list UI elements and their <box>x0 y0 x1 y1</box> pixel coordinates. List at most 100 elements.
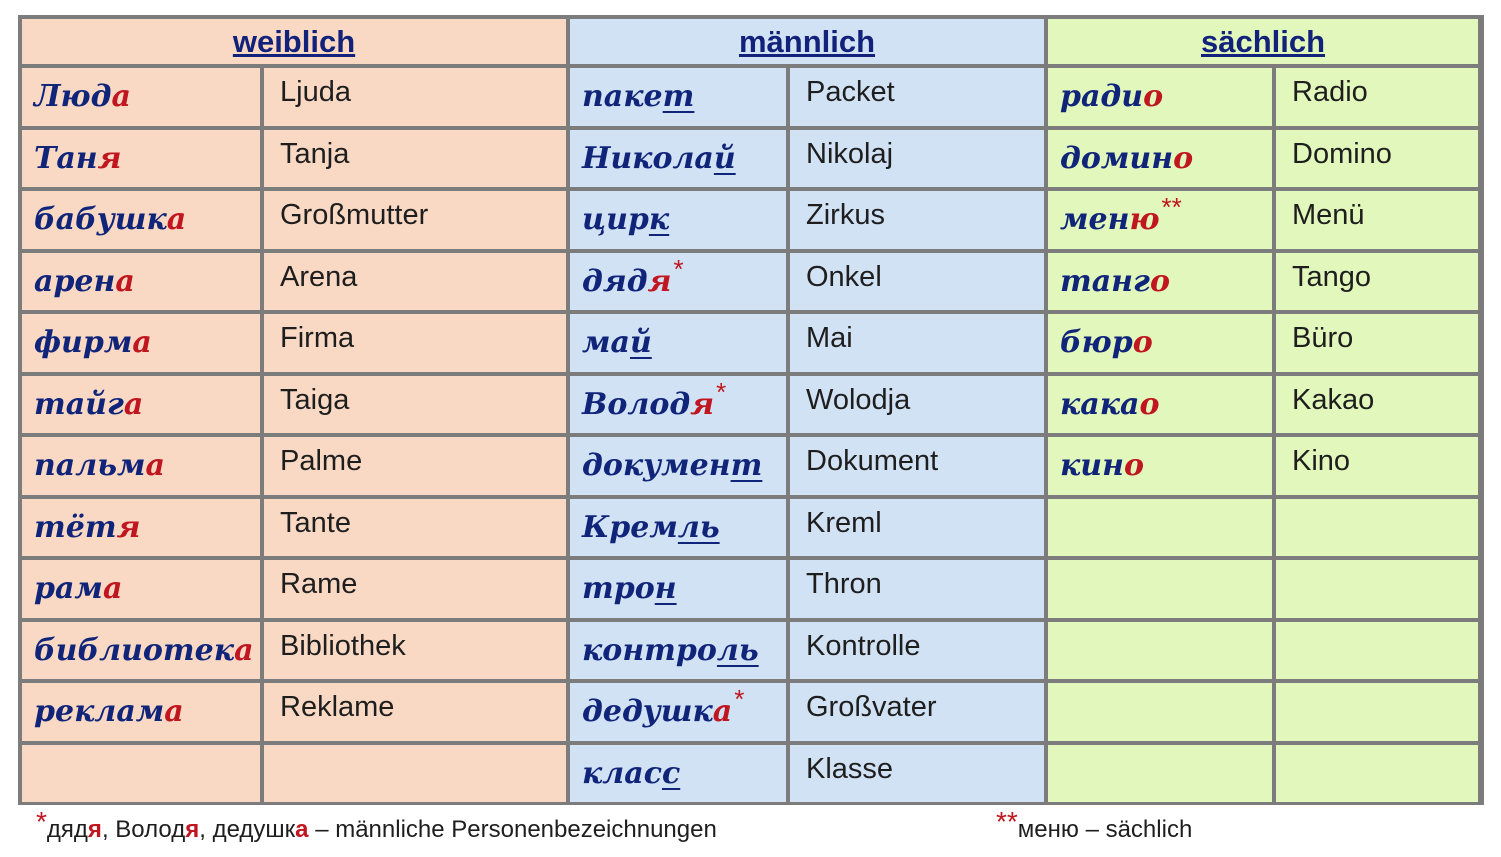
german-word-cell: Zirkus <box>790 191 1044 249</box>
header-neuter: sächlich <box>1048 19 1478 64</box>
russian-word-cell: докумен т <box>570 437 786 495</box>
german-word-cell: Dokument <box>790 437 1044 495</box>
russian-word-cell: арен а <box>22 252 260 310</box>
russian-word-cell: Волод я * <box>570 375 786 433</box>
word-stem: тро <box>582 571 655 607</box>
noun-gender-table: weiblich männlich sächlich Люд а Ljuda Тан я… <box>18 15 1484 805</box>
russian-word-cell: домин о <box>1048 129 1272 187</box>
word-stem: бюр <box>1060 325 1133 361</box>
russian-word-cell: тёт я <box>22 498 260 556</box>
german-word-cell: Wolodja <box>790 375 1044 433</box>
german-word-cell: Tanja <box>264 129 566 187</box>
empty-cell <box>1048 683 1272 741</box>
word-ending: о <box>1149 263 1170 299</box>
footnote-marker: ** <box>1161 192 1182 223</box>
german-word-cell: Packet <box>790 68 1044 126</box>
word-final-consonant: т <box>730 448 763 484</box>
russian-word-cell: тайг а <box>22 375 260 433</box>
russian-word-cell: реклам а <box>22 683 260 741</box>
word-stem: дедушк <box>582 694 713 730</box>
word-final-consonant: й <box>713 140 736 176</box>
russian-word-cell: фирм а <box>22 314 260 372</box>
footnote-marker: * <box>716 376 727 407</box>
word-stem: домин <box>1060 140 1174 176</box>
word-stem: ма <box>582 325 630 361</box>
german-word-cell: Klasse <box>790 744 1044 802</box>
russian-word-cell: тро н <box>570 560 786 618</box>
word-ending: о <box>1123 448 1144 484</box>
empty-cell <box>264 744 566 802</box>
word-ending: я <box>97 140 122 176</box>
footnote-marker: * <box>734 684 745 715</box>
german-word-cell: Nikolaj <box>790 129 1044 187</box>
word-stem: танг <box>1060 263 1150 299</box>
empty-cell <box>1276 560 1478 618</box>
empty-cell <box>1276 744 1478 802</box>
german-word-cell: Tante <box>264 498 566 556</box>
word-final-consonant: ль <box>677 509 720 545</box>
russian-word-cell: Люд а <box>22 68 260 126</box>
empty-cell <box>1048 560 1272 618</box>
word-stem: мен <box>1060 202 1130 238</box>
footnote-masculine-persons: *дядя, Володя, дедушка – männliche Perso… <box>36 806 717 844</box>
german-word-cell: Taiga <box>264 375 566 433</box>
german-word-cell: Kakao <box>1276 375 1478 433</box>
footnote-text: меню – sächlich <box>1017 816 1193 843</box>
word-stem: Люд <box>34 79 112 115</box>
word-stem: пальм <box>34 448 146 484</box>
word-ending: а <box>123 386 144 422</box>
word-stem: рам <box>34 571 103 607</box>
german-word-cell: Firma <box>264 314 566 372</box>
word-stem: тайг <box>34 386 124 422</box>
word-ending: я <box>647 263 672 299</box>
word-final-consonant: с <box>661 755 681 791</box>
german-word-cell: Onkel <box>790 252 1044 310</box>
russian-word-cell: рам а <box>22 560 260 618</box>
german-word-cell: Thron <box>790 560 1044 618</box>
word-stem: бабушк <box>34 202 167 238</box>
footnote-word-ending: а <box>295 816 309 843</box>
russian-word-cell: кака о <box>1048 375 1272 433</box>
word-stem: кин <box>1060 448 1124 484</box>
russian-word-cell: клас с <box>570 744 786 802</box>
empty-cell <box>1276 683 1478 741</box>
german-word-cell: Radio <box>1276 68 1478 126</box>
empty-cell <box>1048 498 1272 556</box>
footnote-marker: * <box>673 253 684 284</box>
german-word-cell: Großvater <box>790 683 1044 741</box>
word-ending: о <box>1173 140 1194 176</box>
word-stem: ради <box>1060 79 1144 115</box>
word-ending: а <box>145 448 165 484</box>
footnote-word-ending: я <box>87 816 102 843</box>
word-ending: ю <box>1129 202 1160 238</box>
footnote-word-ending: я <box>185 816 200 843</box>
german-word-cell: Arena <box>264 252 566 310</box>
russian-word-cell: дедушк а * <box>570 683 786 741</box>
russian-word-cell: Крем ль <box>570 498 786 556</box>
footnote-star: * <box>36 806 47 837</box>
german-word-cell: Großmutter <box>264 191 566 249</box>
german-word-cell: Mai <box>790 314 1044 372</box>
empty-cell <box>1276 498 1478 556</box>
word-stem: паке <box>582 79 663 115</box>
empty-cell <box>1276 621 1478 679</box>
word-ending: а <box>111 79 131 115</box>
german-word-cell: Palme <box>264 437 566 495</box>
russian-word-cell: Тан я <box>22 129 260 187</box>
word-stem: контро <box>582 632 717 668</box>
word-ending: а <box>234 632 254 668</box>
footnote-separator: , <box>101 816 116 843</box>
footnote-separator: , <box>199 816 213 843</box>
german-word-cell: Tango <box>1276 252 1478 310</box>
footnote-neuter-menu: **меню – sächlich <box>996 806 1193 844</box>
word-ending: я <box>690 386 715 422</box>
word-ending: а <box>712 694 733 730</box>
russian-word-cell: ма й <box>570 314 786 372</box>
word-ending: а <box>164 694 184 730</box>
russian-word-cell: кин о <box>1048 437 1272 495</box>
word-stem: Крем <box>582 509 678 545</box>
german-word-cell: Rame <box>264 560 566 618</box>
word-stem: Волод <box>582 386 691 422</box>
footnote-text: – männliche Personenbezeichnungen <box>308 816 717 843</box>
german-word-cell: Domino <box>1276 129 1478 187</box>
